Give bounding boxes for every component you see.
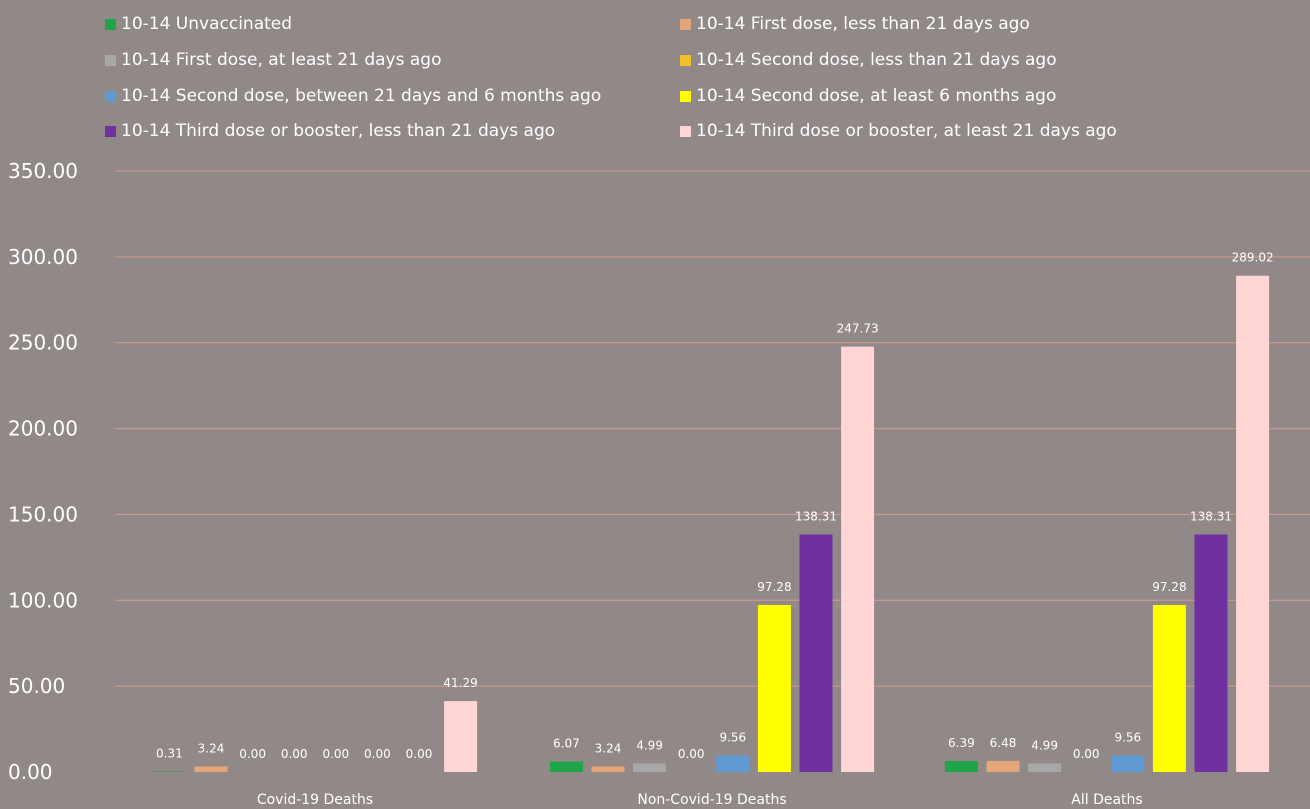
data-label: 138.31	[1190, 510, 1232, 524]
bar	[757, 604, 791, 772]
x-category-label: All Deaths	[1071, 792, 1142, 808]
legend-label: 10-14 Third dose or booster, at least 21…	[696, 121, 1117, 141]
legend-swatch	[105, 90, 116, 102]
legend-label: 10-14 Unvaccinated	[121, 14, 293, 34]
bar	[716, 755, 750, 772]
data-label: 9.56	[719, 731, 746, 745]
bar	[1152, 604, 1186, 772]
legend-label: 10-14 Second dose, between 21 days and 6…	[121, 86, 602, 106]
legend-label: 10-14 Second dose, less than 21 days ago	[696, 50, 1057, 70]
legend-swatch	[105, 125, 116, 137]
data-label: 0.31	[156, 746, 183, 760]
data-label: 97.28	[1152, 580, 1186, 594]
data-label: 247.73	[837, 322, 879, 336]
legend-item: 10-14 Second dose, at least 6 months ago	[680, 85, 1056, 107]
legend-item: 10-14 First dose, less than 21 days ago	[680, 13, 1030, 35]
legend-item: 10-14 Third dose or booster, less than 2…	[105, 120, 555, 142]
legend-item: 10-14 Third dose or booster, at least 21…	[680, 120, 1117, 142]
legend-swatch	[680, 125, 691, 137]
data-label: 0.00	[364, 747, 391, 761]
bar	[1236, 275, 1270, 772]
y-tick-label: 300.00	[8, 245, 78, 269]
data-label: 138.31	[795, 510, 837, 524]
data-label: 9.56	[1114, 731, 1141, 745]
legend-item: 10-14 First dose, at least 21 days ago	[105, 49, 442, 71]
legend-label: 10-14 First dose, less than 21 days ago	[696, 14, 1030, 34]
data-label: 4.99	[636, 738, 663, 752]
data-label: 4.99	[1031, 738, 1058, 752]
bar	[841, 346, 875, 772]
y-tick-label: 150.00	[8, 502, 78, 526]
data-label: 3.24	[595, 741, 622, 755]
legend-swatch	[680, 18, 691, 30]
data-label: 289.02	[1232, 251, 1274, 265]
bar	[152, 771, 186, 772]
y-tick-label: 350.00	[8, 159, 78, 183]
y-tick-label: 50.00	[8, 674, 65, 698]
data-label: 0.00	[406, 747, 433, 761]
y-tick-label: 200.00	[8, 417, 78, 441]
legend-label: 10-14 Third dose or booster, less than 2…	[121, 121, 556, 141]
legend-swatch	[680, 90, 691, 102]
legend-label: 10-14 Second dose, at least 6 months ago	[696, 86, 1057, 106]
bar	[1111, 755, 1145, 772]
y-tick-label: 100.00	[8, 588, 78, 612]
legend-label: 10-14 First dose, at least 21 days ago	[121, 50, 442, 70]
bar	[944, 761, 978, 772]
legend-swatch	[680, 54, 691, 66]
data-label: 0.00	[678, 747, 705, 761]
data-label: 0.00	[1073, 747, 1100, 761]
data-label: 6.39	[948, 736, 975, 750]
legend-item: 10-14 Second dose, less than 21 days ago	[680, 49, 1057, 71]
data-label: 6.07	[553, 737, 580, 751]
legend-item: 10-14 Second dose, between 21 days and 6…	[105, 85, 601, 107]
x-category-label: Non-Covid-19 Deaths	[637, 792, 786, 808]
data-label: 0.00	[239, 747, 266, 761]
data-label: 41.29	[443, 676, 477, 690]
data-label: 97.28	[757, 580, 791, 594]
bar	[986, 760, 1020, 772]
data-label: 3.24	[198, 741, 225, 755]
bar	[1028, 763, 1062, 772]
data-label: 0.00	[281, 747, 308, 761]
legend-swatch	[105, 54, 116, 66]
bar	[799, 534, 833, 772]
data-label: 0.00	[322, 747, 349, 761]
bar	[194, 766, 228, 772]
x-category-label: Covid-19 Deaths	[257, 792, 373, 808]
bar	[633, 763, 667, 772]
y-tick-label: 0.00	[8, 760, 53, 784]
bar	[591, 766, 625, 772]
legend-swatch	[105, 18, 116, 30]
bar	[1194, 534, 1228, 772]
bar	[549, 761, 583, 772]
data-label: 6.48	[990, 736, 1017, 750]
bar	[444, 701, 478, 772]
legend-item: 10-14 Unvaccinated	[105, 13, 292, 35]
y-tick-label: 250.00	[8, 331, 78, 355]
